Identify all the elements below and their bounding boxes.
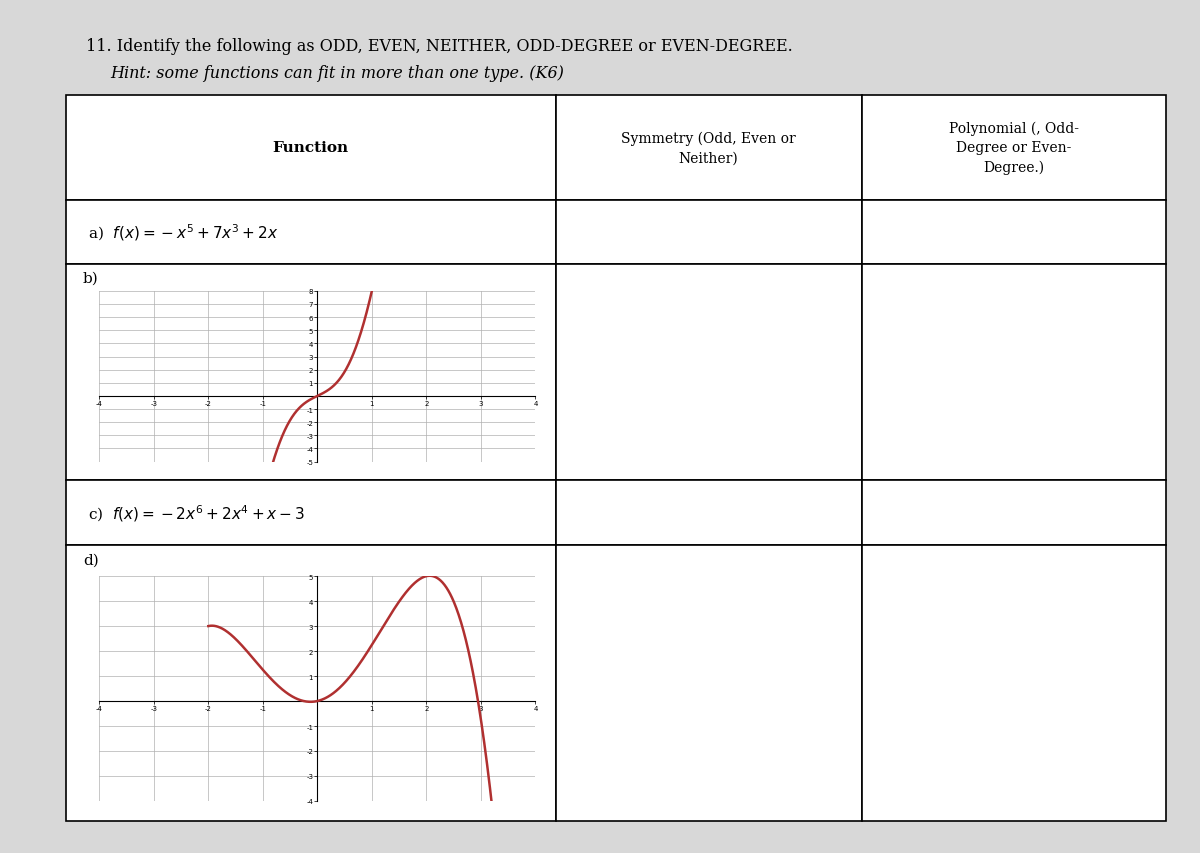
Bar	[556, 546, 862, 821]
Bar	[862, 264, 1166, 480]
Bar	[66, 480, 556, 546]
Text: Symmetry (Odd, Even or
Neither): Symmetry (Odd, Even or Neither)	[622, 131, 796, 165]
Bar	[66, 96, 556, 200]
Bar	[66, 546, 556, 821]
Bar	[556, 96, 862, 200]
Bar	[556, 480, 862, 546]
Text: b): b)	[83, 271, 98, 285]
Text: Polynomial (, Odd-
Degree or Even-
Degree.): Polynomial (, Odd- Degree or Even- Degre…	[949, 121, 1079, 175]
Bar	[556, 264, 862, 480]
Bar	[862, 200, 1166, 264]
Text: Function: Function	[272, 141, 349, 155]
Text: 11. Identify the following as ODD, EVEN, NEITHER, ODD-DEGREE or EVEN-DEGREE.: 11. Identify the following as ODD, EVEN,…	[86, 38, 793, 55]
Bar	[66, 200, 556, 264]
Bar	[556, 200, 862, 264]
Bar	[66, 264, 556, 480]
Text: c)  $f(x) = -2x^6 + 2x^4 + x - 3$: c) $f(x) = -2x^6 + 2x^4 + x - 3$	[88, 502, 305, 524]
Text: a)  $f(x) = -x^5 + 7x^3 + 2x$: a) $f(x) = -x^5 + 7x^3 + 2x$	[88, 223, 278, 243]
Bar	[862, 96, 1166, 200]
Bar	[862, 480, 1166, 546]
Text: Hint: some functions can fit in more than one type. (K6): Hint: some functions can fit in more tha…	[110, 65, 564, 82]
Bar	[862, 546, 1166, 821]
Text: d): d)	[83, 553, 98, 566]
